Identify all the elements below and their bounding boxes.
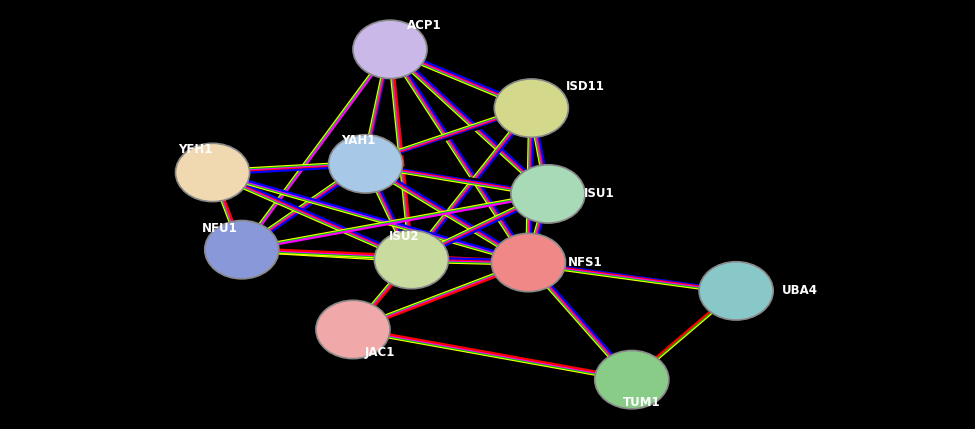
Ellipse shape xyxy=(329,135,403,193)
Ellipse shape xyxy=(595,350,669,409)
Text: UBA4: UBA4 xyxy=(782,284,817,297)
Text: JAC1: JAC1 xyxy=(365,346,396,359)
Ellipse shape xyxy=(699,262,773,320)
Text: ISU1: ISU1 xyxy=(584,187,615,200)
Text: TUM1: TUM1 xyxy=(623,396,660,409)
Text: NFS1: NFS1 xyxy=(567,256,603,269)
Text: NFU1: NFU1 xyxy=(202,222,237,235)
Text: ISU2: ISU2 xyxy=(389,230,420,243)
Text: ACP1: ACP1 xyxy=(407,19,442,32)
Ellipse shape xyxy=(511,165,585,223)
Ellipse shape xyxy=(316,300,390,359)
Ellipse shape xyxy=(205,221,279,279)
Text: YAH1: YAH1 xyxy=(341,134,376,147)
Ellipse shape xyxy=(491,233,565,292)
Ellipse shape xyxy=(374,230,449,289)
Ellipse shape xyxy=(494,79,568,137)
Ellipse shape xyxy=(176,143,250,202)
Text: YFH1: YFH1 xyxy=(177,143,213,156)
Ellipse shape xyxy=(353,20,427,79)
Text: ISD11: ISD11 xyxy=(566,80,604,93)
